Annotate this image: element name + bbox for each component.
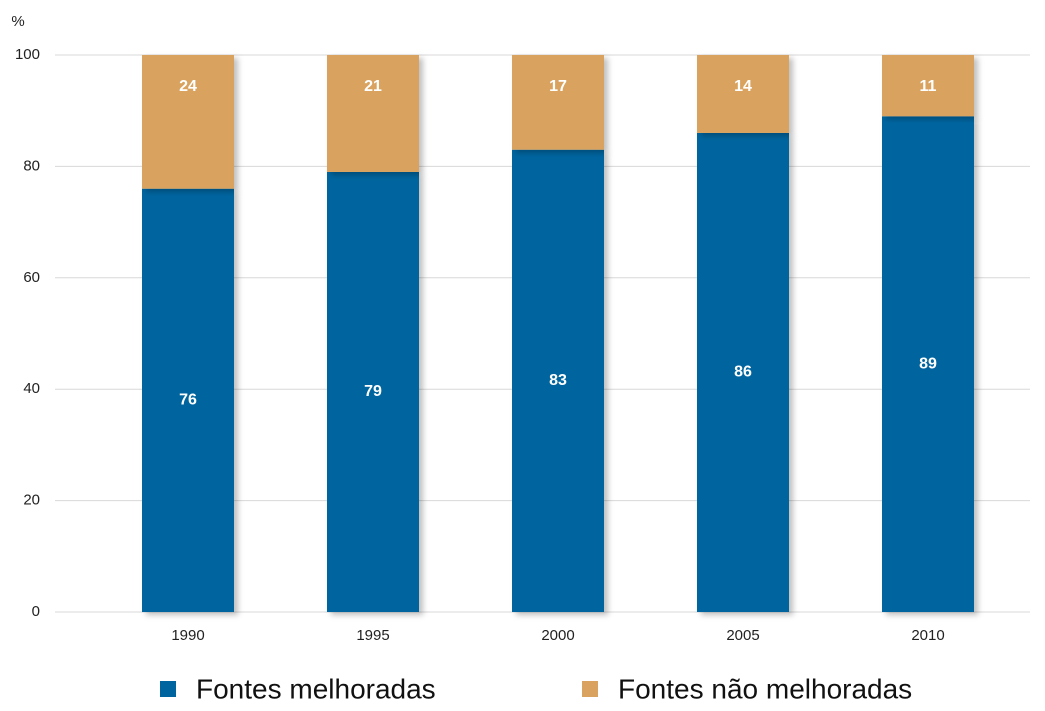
value-label: 11 — [920, 78, 937, 95]
bar-segment — [697, 132, 789, 613]
value-label: 21 — [364, 78, 382, 95]
x-tick-label: 2005 — [726, 627, 759, 644]
bar-segment — [882, 116, 974, 613]
y-tick-label: 100 — [15, 46, 40, 63]
value-label: 89 — [919, 355, 937, 372]
legend-swatch — [582, 681, 598, 697]
value-label: 14 — [734, 78, 752, 95]
x-tick-label: 2010 — [911, 627, 944, 644]
bar-segment — [512, 149, 604, 612]
bar-segment — [142, 55, 234, 189]
bar-segment — [142, 188, 234, 612]
bar-segment — [512, 55, 604, 150]
y-tick-label: 40 — [23, 380, 40, 397]
y-tick-label: 0 — [32, 603, 40, 620]
bar-segment — [697, 55, 789, 133]
value-label: 83 — [549, 372, 567, 389]
y-axis-label: % — [11, 13, 24, 30]
bar-segment — [327, 55, 419, 172]
value-label: 24 — [179, 78, 197, 95]
y-tick-label: 80 — [23, 157, 40, 174]
bar-segment — [882, 55, 974, 117]
value-label: 86 — [734, 364, 752, 381]
value-label: 17 — [549, 78, 567, 95]
legend-label: Fontes melhoradas — [196, 673, 436, 704]
y-tick-label: 60 — [23, 269, 40, 286]
legend-label: Fontes não melhoradas — [618, 673, 912, 704]
bar-segment — [327, 171, 419, 612]
x-tick-label: 2000 — [541, 627, 574, 644]
value-label: 76 — [179, 392, 197, 409]
x-tick-label: 1990 — [171, 627, 204, 644]
legend-swatch — [160, 681, 176, 697]
y-tick-label: 20 — [23, 492, 40, 509]
value-label: 79 — [364, 383, 382, 400]
x-tick-label: 1995 — [356, 627, 389, 644]
